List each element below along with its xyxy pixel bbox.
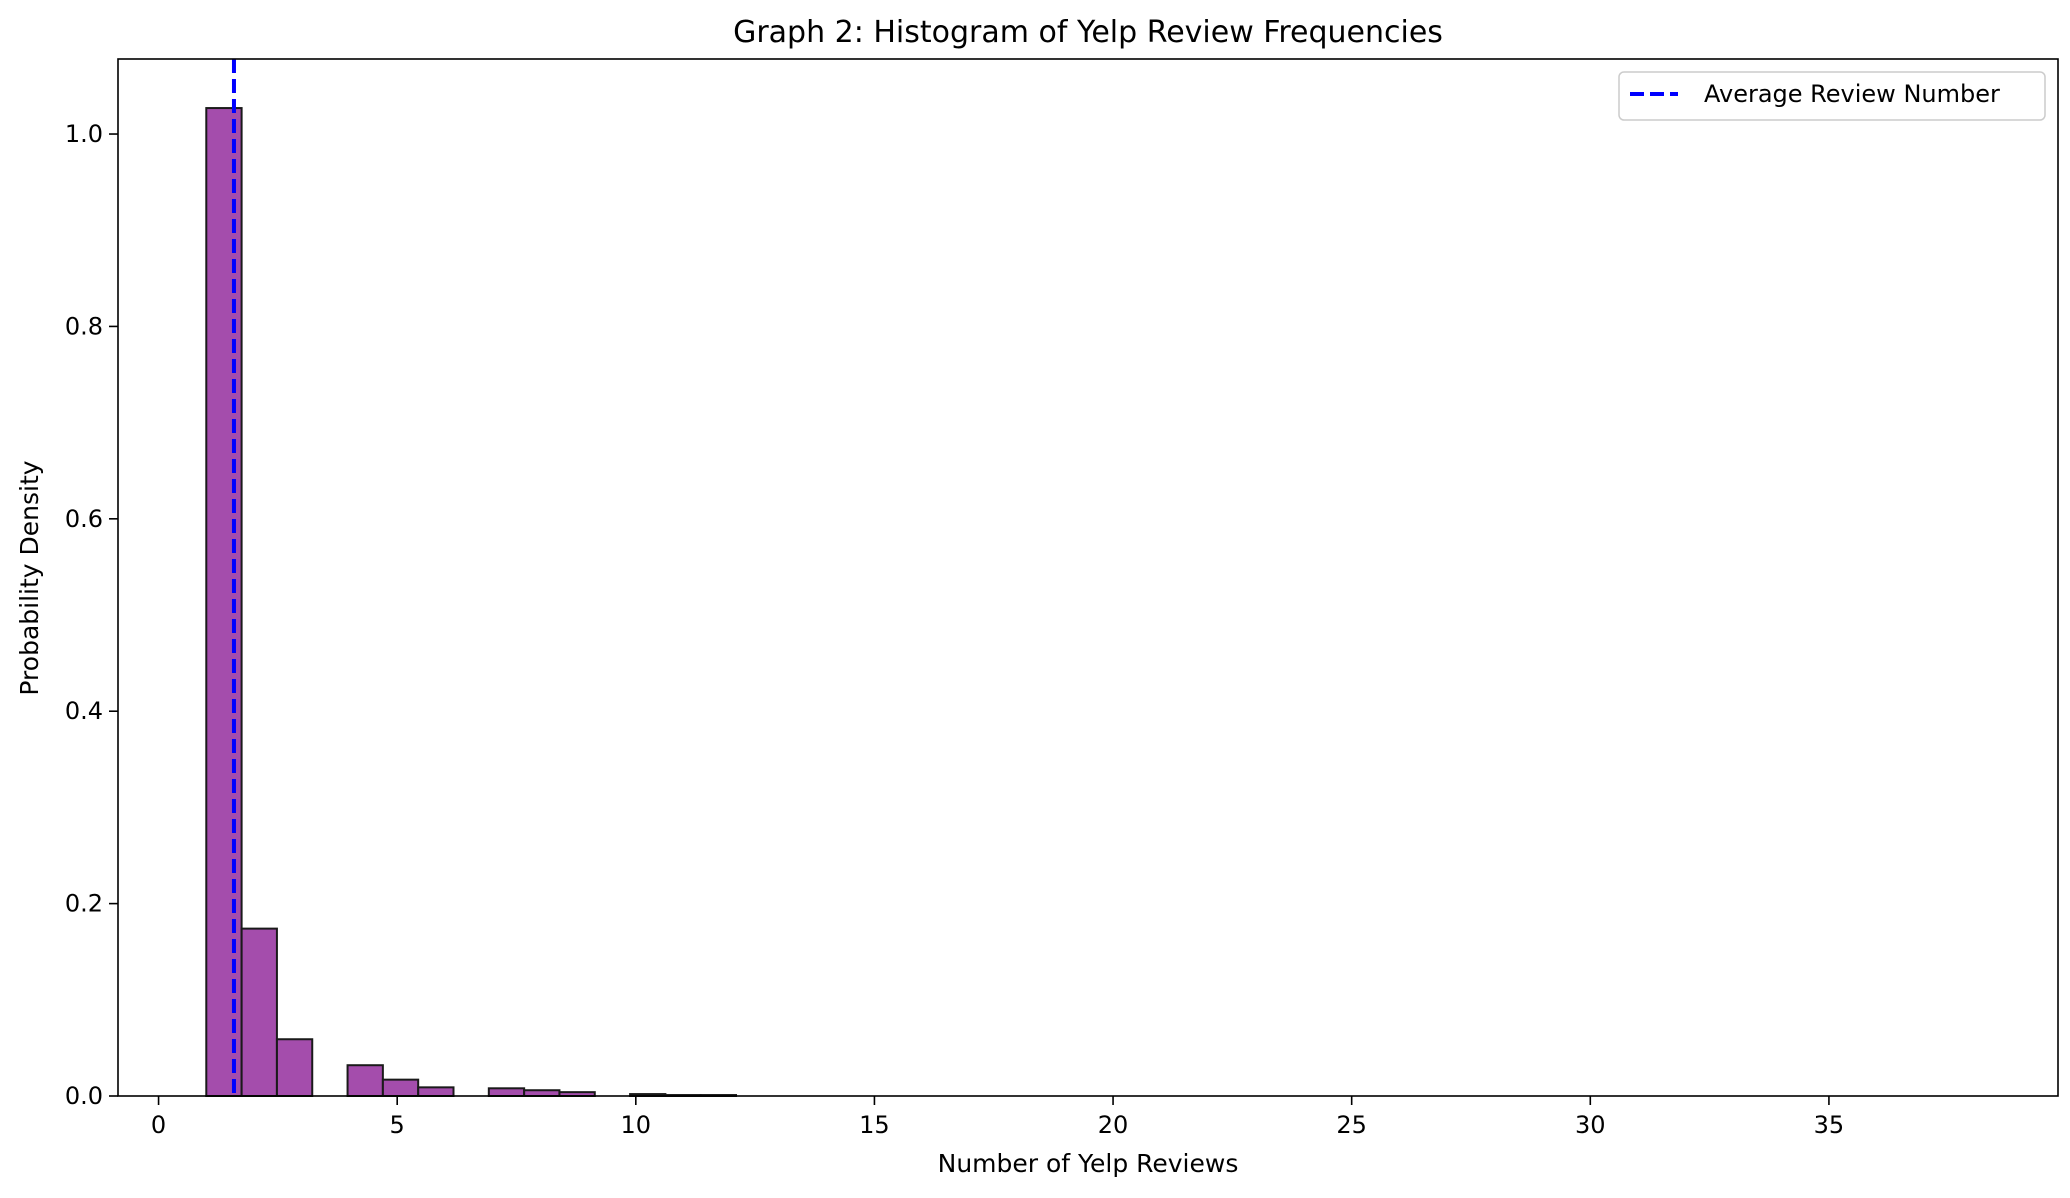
y-tick-label: 0.8 (65, 312, 103, 340)
histogram-bar (346, 1064, 384, 1097)
x-tick-label: 20 (1098, 1111, 1129, 1139)
y-axis-label: Probability Density (15, 460, 44, 695)
y-tick-label: 0.4 (65, 697, 103, 725)
histogram-bars (205, 107, 738, 1098)
histogram-bar (487, 1087, 526, 1098)
y-tick-label: 0.0 (65, 1082, 103, 1110)
legend: Average Review Number (1618, 71, 2046, 121)
x-axis-ticks: 0 5 10 15 20 25 30 35 (151, 1096, 1844, 1139)
y-tick-label: 1.0 (65, 120, 103, 148)
x-tick-label: 35 (1814, 1111, 1845, 1139)
x-tick-label: 25 (1336, 1111, 1367, 1139)
legend-box (1618, 71, 2046, 121)
x-tick-label: 30 (1575, 1111, 1606, 1139)
histogram-bar (523, 1089, 561, 1097)
x-tick-label: 10 (621, 1111, 652, 1139)
histogram-bar (205, 107, 243, 1097)
histogram-bar (240, 927, 278, 1097)
y-tick-label: 0.2 (65, 890, 103, 918)
x-tick-label: 15 (859, 1111, 890, 1139)
x-axis-label: Number of Yelp Reviews (938, 1149, 1239, 1178)
y-axis-ticks: 0.0 0.2 0.4 0.6 0.8 1.0 (65, 120, 118, 1110)
histogram-bar (275, 1038, 314, 1098)
x-tick-label: 0 (151, 1111, 166, 1139)
histogram-bar (417, 1086, 455, 1097)
y-tick-label: 0.6 (65, 505, 103, 533)
x-tick-label: 5 (390, 1111, 405, 1139)
histogram-bar (381, 1078, 420, 1098)
chart-title: Graph 2: Histogram of Yelp Review Freque… (733, 15, 1443, 50)
legend-label: Average Review Number (1704, 80, 2000, 108)
plot-frame (117, 58, 2059, 1097)
